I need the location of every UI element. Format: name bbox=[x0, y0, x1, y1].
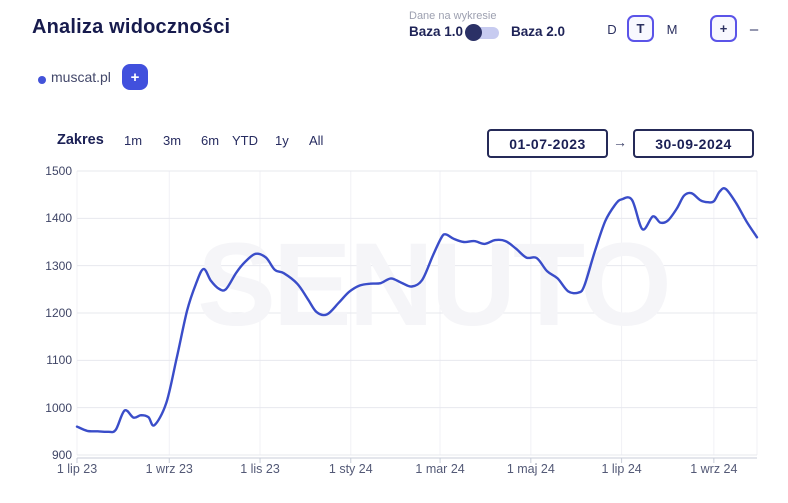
series-dot-icon bbox=[38, 76, 46, 84]
x-axis-label: 1 wrz 24 bbox=[690, 462, 738, 476]
y-axis-label: 1000 bbox=[45, 400, 72, 415]
range-option-ytd[interactable]: YTD bbox=[232, 133, 258, 148]
interval-button-month[interactable]: M bbox=[660, 16, 684, 42]
date-from-input[interactable]: 01-07-2023 bbox=[487, 129, 608, 158]
page-title: Analiza widoczności bbox=[32, 16, 231, 38]
range-option-1m[interactable]: 1m bbox=[124, 133, 143, 148]
range-option-all[interactable]: All bbox=[309, 133, 324, 148]
add-domain-button[interactable]: + bbox=[122, 64, 148, 90]
range-option-6m[interactable]: 6m bbox=[201, 133, 220, 148]
y-axis-label: 1200 bbox=[45, 306, 72, 320]
y-axis-label: 900 bbox=[51, 448, 72, 462]
x-axis-label: 1 sty 24 bbox=[328, 462, 373, 476]
interval-button-week-selected[interactable]: T bbox=[627, 15, 654, 42]
x-axis-label: 1 lip 24 bbox=[601, 462, 642, 476]
x-axis-label: 1 lis 23 bbox=[240, 462, 280, 476]
baza-2-label: Baza 2.0 bbox=[511, 24, 566, 39]
x-axis-label: 1 wrz 23 bbox=[145, 462, 193, 476]
visibility-line bbox=[75, 187, 759, 434]
range-label: Zakres bbox=[57, 132, 104, 148]
y-axis-label: 1500 bbox=[45, 164, 72, 178]
y-axis-label: 1100 bbox=[46, 353, 72, 368]
x-axis-label: 1 mar 24 bbox=[415, 462, 465, 476]
zoom-in-button[interactable]: + bbox=[710, 15, 737, 42]
toggle-knob-icon bbox=[465, 24, 482, 41]
zoom-out-button[interactable]: – bbox=[742, 16, 766, 42]
legend-domain-label: muscat.pl bbox=[51, 69, 111, 85]
watermark: SENUTO bbox=[197, 219, 669, 351]
x-axis-label: 1 lip 23 bbox=[56, 462, 98, 476]
range-option-1y[interactable]: 1y bbox=[275, 133, 289, 148]
date-to-input[interactable]: 30-09-2024 bbox=[633, 129, 754, 158]
date-range-arrow-icon: → bbox=[613, 134, 627, 150]
range-option-3m[interactable]: 3m bbox=[163, 133, 182, 148]
baza-1-label: Baza 1.0 bbox=[409, 24, 464, 39]
y-axis-label: 1300 bbox=[45, 258, 72, 273]
dataset-toggle-label: Dane na wykresie bbox=[409, 10, 497, 22]
y-axis-label: 1400 bbox=[45, 211, 72, 226]
dataset-toggle-switch[interactable] bbox=[465, 24, 499, 41]
x-axis-label: 1 maj 24 bbox=[506, 462, 555, 476]
interval-button-day[interactable]: D bbox=[600, 16, 624, 42]
